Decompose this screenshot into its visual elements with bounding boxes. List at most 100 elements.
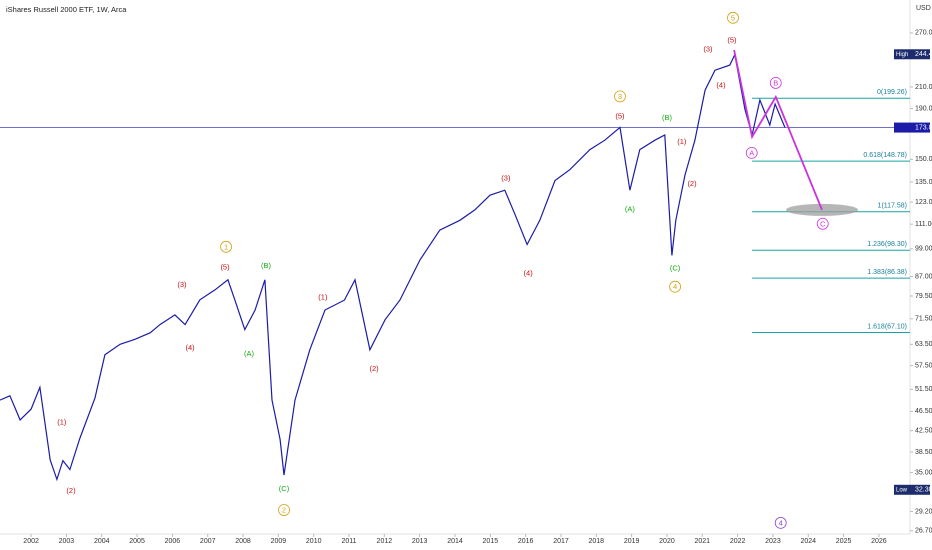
wave-label: A <box>749 148 754 157</box>
wave-label: (B) <box>662 113 673 122</box>
wave-circle <box>745 146 758 159</box>
wave-label: (3) <box>703 44 713 53</box>
x-tick-label: 2008 <box>235 538 251 545</box>
fib-label: 0.618(148.78) <box>863 152 907 159</box>
wave-label: (C) <box>670 263 681 272</box>
x-tick-label: 2013 <box>412 538 428 545</box>
x-tick-label: 2011 <box>341 538 356 545</box>
wave-label: B <box>773 78 778 87</box>
x-tick-label: 2005 <box>129 538 145 545</box>
x-tick-label: 2017 <box>553 538 569 545</box>
price-badge-value: 173.89 <box>915 124 932 131</box>
y-tick-label: 190.00 <box>915 105 932 112</box>
fib-label: 1.236(98.30) <box>867 241 907 248</box>
y-tick-label: 35.00 <box>915 469 932 476</box>
y-tick-label: 135.00 <box>915 179 932 186</box>
x-tick-label: 2002 <box>23 538 39 545</box>
y-tick-label: 51.50 <box>915 386 932 393</box>
x-tick-label: 2022 <box>730 538 746 545</box>
x-tick-label: 2004 <box>94 538 110 545</box>
wave-circle <box>816 217 829 230</box>
fib-label: 1.383(86.38) <box>867 269 907 276</box>
wave-circle <box>669 280 681 293</box>
y-tick-label: 270.00 <box>915 30 932 37</box>
y-tick-label: 26.70 <box>915 528 932 535</box>
wave-circle <box>774 516 787 529</box>
x-tick-label: 2018 <box>589 538 605 545</box>
x-tick-label: 2012 <box>377 538 393 545</box>
projection-line <box>733 49 823 211</box>
wave-label: 4 <box>673 282 677 291</box>
y-tick-label: 57.50 <box>915 363 932 370</box>
wave-label: (2) <box>66 486 76 495</box>
x-tick-label: 2020 <box>659 538 675 545</box>
wave-label: (1) <box>318 292 328 301</box>
wave-label: (4) <box>524 268 534 277</box>
wave-label: (4) <box>716 80 726 89</box>
wave-label: (5) <box>220 262 230 271</box>
fib-label: 0(199.26) <box>877 89 907 96</box>
wave-circle <box>727 11 739 24</box>
fib-label: 1.618(67.10) <box>867 323 907 330</box>
x-tick-label: 2009 <box>271 538 287 545</box>
x-tick-label: 2003 <box>59 538 75 545</box>
wave-circle <box>278 504 290 516</box>
price-badge-label: High <box>896 52 908 58</box>
target-zone <box>786 203 859 216</box>
x-tick-label: 2014 <box>447 538 463 545</box>
wave-label: (3) <box>177 280 187 289</box>
x-tick-label: 2023 <box>765 538 781 545</box>
y-tick-label: 210.00 <box>915 84 932 91</box>
wave-label: (2) <box>687 179 697 188</box>
y-tick-label: 71.50 <box>915 316 932 323</box>
x-tick-label: 2007 <box>200 538 216 545</box>
price-badge-label: Low <box>896 487 908 493</box>
y-tick-label: 29.20 <box>915 508 932 515</box>
price-line <box>0 52 786 482</box>
y-tick-label: 79.50 <box>915 293 932 300</box>
x-tick-label: 2024 <box>800 538 816 545</box>
y-tick-label: 63.50 <box>915 341 932 348</box>
wave-label: 4 <box>779 518 783 527</box>
wave-label: (5) <box>615 111 625 120</box>
y-tick-label: 42.50 <box>915 428 932 435</box>
y-tick-label: 87.00 <box>915 273 932 280</box>
wave-label: (B) <box>261 261 272 270</box>
y-tick-label: 38.50 <box>915 449 932 456</box>
wave-circle <box>220 240 232 253</box>
y-tick-label: 123.00 <box>915 199 932 206</box>
wave-circle <box>769 77 782 89</box>
wave-label: 5 <box>731 13 735 22</box>
price-badge <box>894 122 930 133</box>
wave-label: 2 <box>282 506 286 515</box>
y-tick-label: 46.50 <box>915 408 932 415</box>
price-badge-value: 244.46 <box>915 51 932 58</box>
wave-label: (A) <box>244 349 255 358</box>
wave-label: (1) <box>677 137 687 146</box>
wave-label: (4) <box>185 343 195 352</box>
wave-label: 3 <box>618 92 622 101</box>
x-tick-label: 2006 <box>165 538 181 545</box>
wave-label: (1) <box>57 417 67 426</box>
wave-circle <box>614 90 626 103</box>
x-tick-label: 2025 <box>836 538 852 545</box>
y-tick-label: 99.00 <box>915 246 932 253</box>
wave-label: (2) <box>370 364 380 373</box>
price-badge-value: 32.30 <box>915 487 932 494</box>
x-tick-label: 2021 <box>694 538 710 545</box>
price-badge <box>894 484 930 495</box>
fib-label: 1(117.58) <box>878 203 907 210</box>
wave-label: (C) <box>279 484 290 493</box>
x-tick-label: 2016 <box>518 538 534 545</box>
x-tick-label: 2019 <box>624 538 640 545</box>
x-tick-label: 2010 <box>306 538 322 545</box>
chart-title: iShares Russell 2000 ETF, 1W, Arca <box>6 5 127 14</box>
wave-label: (5) <box>727 36 737 45</box>
wave-label: (3) <box>501 173 511 182</box>
y-tick-label: 111.00 <box>915 221 932 228</box>
y-unit: USD <box>916 5 931 12</box>
wave-label: C <box>820 219 826 228</box>
x-tick-label: 2026 <box>871 538 887 545</box>
